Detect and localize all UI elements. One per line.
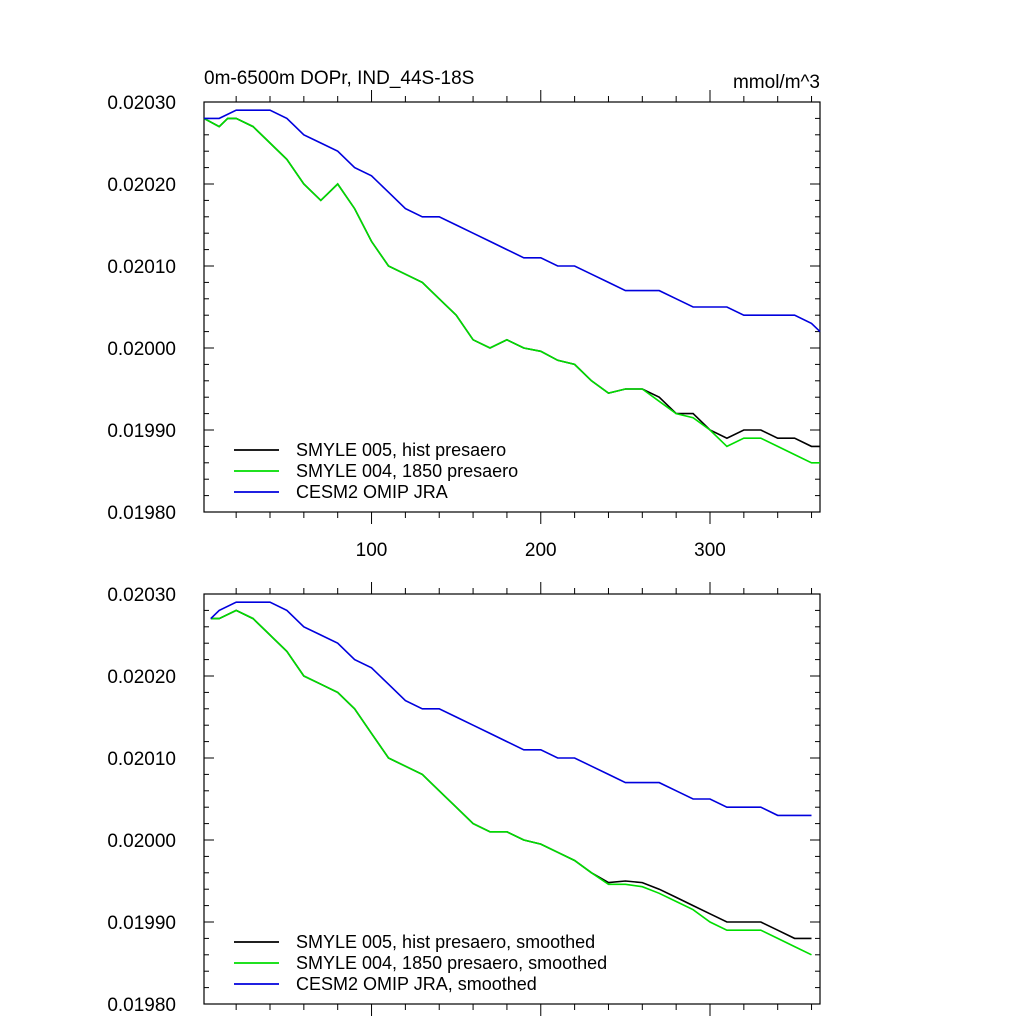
chart-panel-1: 0.01980 0.01990 0.02000 0.02010 0.02020 0.020… — [107, 90, 821, 561]
y-tick-label: 0.02020 — [107, 175, 176, 196]
y-tick-label: 0.02030 — [107, 585, 176, 606]
legend-label: SMYLE 005, hist presaero — [296, 440, 506, 460]
y-tick-label: 0.02010 — [107, 749, 176, 770]
legend-label: CESM2 OMIP JRA — [296, 482, 448, 502]
legend-label: CESM2 OMIP JRA, smoothed — [296, 974, 537, 994]
y-tick-label: 0.02000 — [107, 339, 176, 360]
chart-panel-2: 0.01980 0.01990 0.02000 0.02010 0.02020 0.020… — [107, 582, 821, 1016]
plot-frame — [203, 593, 821, 1005]
series-line-2 — [210, 609, 812, 956]
y-tick-label: 0.02010 — [107, 257, 176, 278]
y-tick-label: 0.01980 — [107, 995, 176, 1016]
x-tick-label: 300 — [694, 540, 726, 561]
series-line-1 — [203, 117, 820, 448]
chart-title: 0m-6500m DOPr, IND_44S-18S — [204, 68, 474, 89]
y-tick-label: 0.02000 — [107, 831, 176, 852]
legend-label: SMYLE 005, hist presaero, smoothed — [296, 932, 595, 952]
series-line-3 — [210, 601, 812, 817]
legend-label: SMYLE 004, 1850 presaero, smoothed — [296, 953, 607, 973]
y-tick-label: 0.01990 — [107, 913, 176, 934]
legend-label: SMYLE 004, 1850 presaero — [296, 461, 518, 481]
y-tick-label: 0.02030 — [107, 93, 176, 114]
y-tick-label: 0.01990 — [107, 421, 176, 442]
x-tick-label: 100 — [356, 540, 388, 561]
y-tick-label: 0.02020 — [107, 667, 176, 688]
y-tick-label: 0.01980 — [107, 503, 176, 524]
series-line-1 — [210, 609, 812, 940]
plot-frame — [203, 101, 821, 513]
series-line-3 — [204, 109, 821, 333]
x-tick-label: 200 — [525, 540, 557, 561]
units-label: mmol/m^3 — [733, 72, 820, 93]
series-line-2 — [203, 117, 820, 464]
